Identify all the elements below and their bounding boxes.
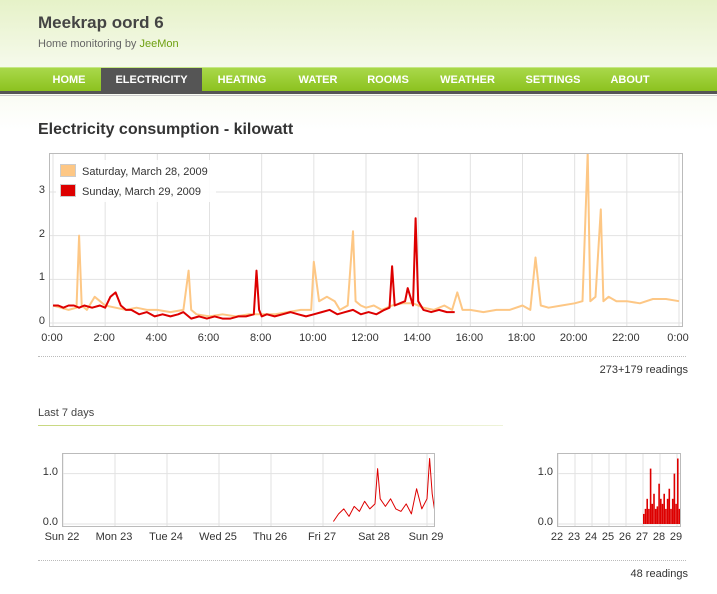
nav-divider-light [0,95,717,96]
x-tick-label: Sun 29 [408,531,444,543]
x-tick-label: 10:00 [299,332,327,344]
page-title: Electricity consumption - kilowatt [38,121,294,138]
daily-bar-chart [558,454,680,526]
bar [643,513,645,524]
x-tick-label: 0:00 [41,332,63,344]
x-tick-label: 0:00 [667,332,689,344]
x-tick-label: 16:00 [455,332,484,344]
bar [660,498,662,524]
y-tick-label: 0 [38,315,45,327]
bar [678,508,680,524]
main-chart [50,154,682,326]
week-chart-divider [38,560,686,561]
bar [673,473,676,524]
y-tick-label: 1 [38,271,45,284]
y-tick-label: 1.0 [537,465,553,478]
nav-electricity[interactable]: Electricity [101,68,202,91]
legend-label-sunday: Sunday, March 29, 2009 [82,186,202,198]
site-subtitle: Home monitoring by JeeMon [38,38,179,50]
x-tick-label: 28 [652,531,666,543]
x-tick-label: 6:00 [197,332,220,344]
chart-legend: Saturday, March 28, 2009 Sunday, March 2… [56,160,216,202]
bar [670,508,672,524]
bar [646,498,648,524]
x-tick-label: 25 [601,531,615,543]
bar [656,506,659,524]
x-tick-label: 29 [669,531,683,543]
nav-weather[interactable]: Weather [440,74,495,86]
nav-rooms[interactable]: Rooms [367,74,409,86]
legend-item-sunday: Sunday, March 29, 2009 [60,184,201,198]
bar [653,493,655,524]
bar [668,488,671,524]
bar [644,508,647,524]
main-chart-box: Saturday, March 28, 2009 Sunday, March 2… [49,153,683,327]
x-tick-label: Wed 25 [199,531,237,543]
main-nav: Home Electricity Heating Water Rooms Wea… [0,67,717,91]
x-tick-label: 8:00 [249,332,272,344]
x-tick-label: 20:00 [559,332,588,344]
bar [665,508,667,524]
x-tick-label: Thu 26 [252,531,288,543]
x-tick-label: Sat 28 [358,531,390,543]
x-tick-label: Tue 24 [149,531,183,543]
y-tick-label: 2 [38,227,45,240]
subtitle-prefix: Home monitoring by [38,38,140,50]
x-tick-label: Mon 23 [95,531,133,543]
week-readings: 48 readings [630,568,689,580]
x-tick-label: 4:00 [145,332,168,344]
nav-settings[interactable]: Settings [525,74,581,86]
x-tick-label: 12:00 [351,332,379,344]
x-tick-label: 18:00 [507,332,536,344]
x-tick-label: 22 [550,531,564,543]
bar [658,483,660,524]
y-tick-label: 0.0 [42,516,58,528]
y-tick-label: 3 [38,183,45,196]
section-underline [38,425,503,426]
x-tick-label: Sun 22 [44,531,80,543]
x-tick-label: 22:00 [612,332,640,344]
bar [671,498,674,524]
series-line-sunday [53,217,455,320]
x-tick-label: 26 [618,531,632,543]
nav-about[interactable]: About [610,74,650,86]
x-tick-label: Fri 27 [307,531,337,543]
bar [651,503,654,524]
bar [648,508,650,524]
bar [677,458,679,524]
bar [663,493,665,524]
jeemon-link[interactable]: JeeMon [139,38,179,50]
nav-water[interactable]: Water [298,74,338,86]
bar [666,498,669,524]
y-tick-label: 0.0 [537,516,553,528]
site-title: Meekrap oord 6 [38,13,164,32]
bar [654,508,657,524]
week-chart-box [62,453,435,527]
legend-item-saturday: Saturday, March 28, 2009 [60,164,208,178]
week-series-line [332,458,434,522]
main-chart-divider [38,356,686,357]
daily-bar-chart-box [557,453,681,527]
nav-divider [0,91,717,94]
x-tick-label: 27 [635,531,649,543]
main-readings: 273+179 readings [599,364,688,376]
last-7-days-label: Last 7 days [38,407,95,419]
series-line-saturday [52,154,680,318]
legend-swatch-saturday [60,164,76,177]
bar [675,503,677,524]
x-tick-label: 23 [567,531,581,543]
legend-swatch-sunday [60,184,76,197]
week-chart [63,454,434,526]
x-tick-label: 24 [584,531,598,543]
x-tick-label: 2:00 [93,332,115,344]
bar [661,503,664,524]
nav-home[interactable]: Home [52,74,86,86]
legend-label-saturday: Saturday, March 28, 2009 [82,166,208,178]
y-tick-label: 1.0 [42,465,58,478]
nav-heating[interactable]: Heating [217,74,267,86]
x-tick-label: 14:00 [403,332,431,344]
bar [649,468,652,524]
